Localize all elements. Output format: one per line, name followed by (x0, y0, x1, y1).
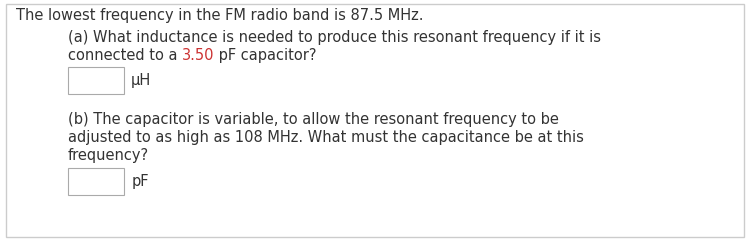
Text: 3.50: 3.50 (182, 48, 214, 63)
FancyBboxPatch shape (68, 67, 124, 94)
Text: μH: μH (131, 73, 152, 88)
Text: frequency?: frequency? (68, 148, 148, 163)
Text: (a) What inductance is needed to produce this resonant frequency if it is: (a) What inductance is needed to produce… (68, 30, 601, 45)
Text: The lowest frequency in the FM radio band is 87.5 MHz.: The lowest frequency in the FM radio ban… (16, 8, 424, 23)
Text: pF: pF (131, 174, 148, 189)
FancyBboxPatch shape (6, 4, 744, 237)
Text: (b) The capacitor is variable, to allow the resonant frequency to be: (b) The capacitor is variable, to allow … (68, 112, 558, 127)
Text: pF capacitor?: pF capacitor? (214, 48, 316, 63)
Text: connected to a: connected to a (68, 48, 182, 63)
FancyBboxPatch shape (68, 168, 124, 195)
Text: adjusted to as high as 108 MHz. What must the capacitance be at this: adjusted to as high as 108 MHz. What mus… (68, 130, 584, 145)
